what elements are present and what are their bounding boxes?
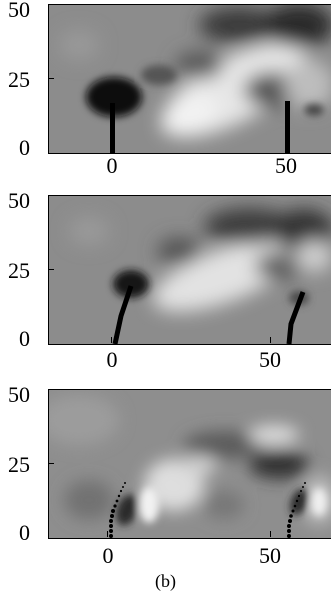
y-tick-label: 50	[8, 188, 30, 213]
y-tick-label: 0	[19, 520, 30, 545]
y-tick-label: 50	[8, 0, 30, 22]
y-tick-label: 25	[8, 67, 30, 92]
figure-caption: (b)	[155, 571, 176, 591]
x-axis-tick	[111, 146, 112, 152]
dotted-flap-left	[109, 482, 126, 538]
obstacle-left	[110, 103, 115, 153]
flap-left	[112, 285, 134, 344]
x-tick-label: 0	[106, 153, 118, 178]
contour-panel-2	[48, 195, 331, 345]
y-tick-label: 0	[19, 135, 30, 160]
y-axis-tick	[48, 78, 54, 79]
dotted-flap-right	[287, 482, 306, 538]
x-axis-tick	[111, 337, 112, 343]
x-axis-tick	[270, 531, 271, 537]
contour-field-3	[49, 390, 331, 538]
y-tick-label: 25	[8, 452, 30, 477]
y-tick-label: 0	[19, 326, 30, 351]
contour-panel-1	[48, 4, 331, 154]
contour-panel-3	[48, 389, 331, 539]
x-tick-label: 50	[259, 543, 281, 568]
y-tick-label: 25	[8, 258, 30, 283]
x-tick-label: 50	[275, 153, 297, 178]
obstacle-right	[285, 101, 290, 153]
x-tick-label: 50	[259, 347, 281, 372]
contour-field-1	[49, 5, 331, 153]
x-axis-tick	[270, 337, 271, 343]
y-axis-tick	[48, 269, 54, 270]
y-tick-label: 50	[8, 382, 30, 407]
x-axis-tick	[286, 146, 287, 152]
contour-field-2	[49, 196, 331, 344]
x-tick-label: 0	[102, 543, 114, 568]
y-axis-tick	[48, 463, 54, 464]
x-axis-tick	[107, 531, 108, 537]
x-tick-label: 0	[106, 347, 118, 372]
flap-right	[286, 291, 306, 344]
